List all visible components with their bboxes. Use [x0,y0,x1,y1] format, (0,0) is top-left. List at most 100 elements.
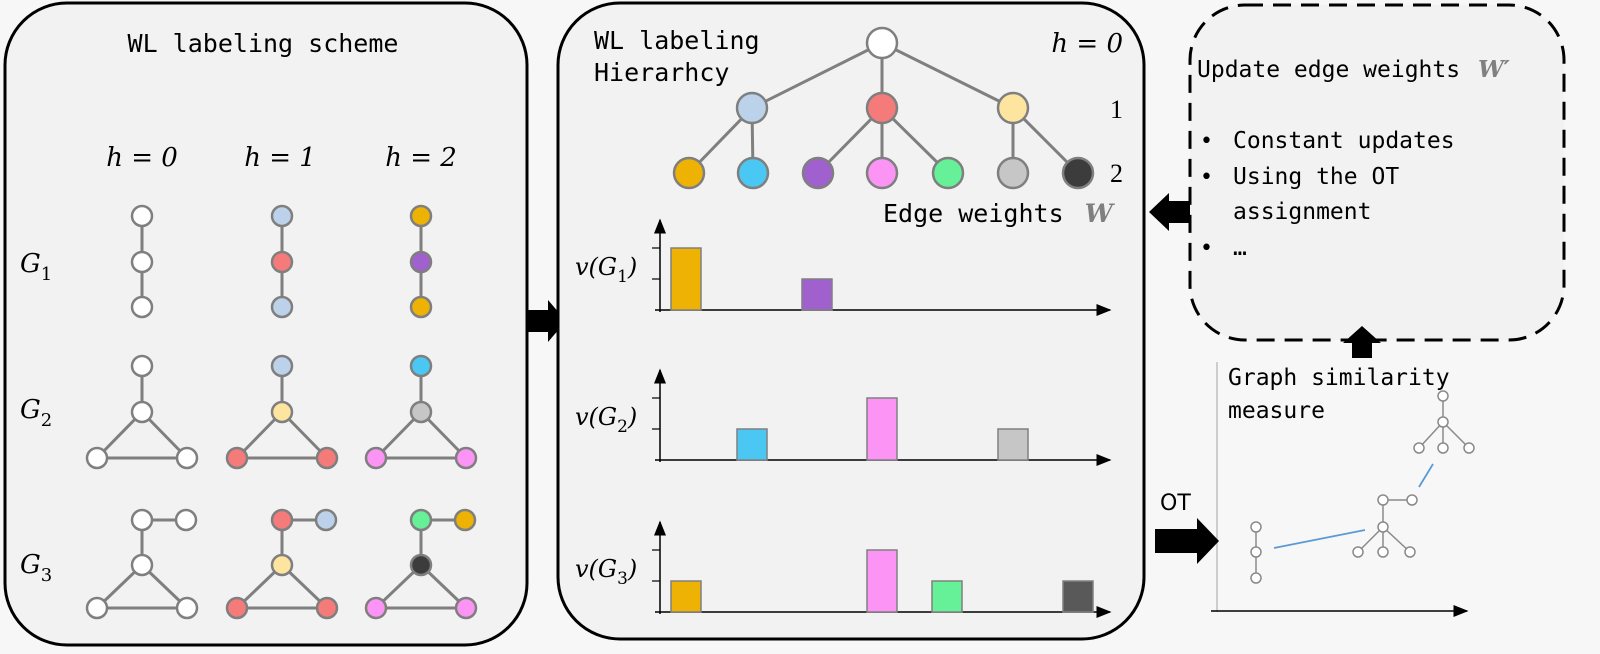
graph-g2-h1 [225,354,339,470]
mini-graph-tree-top [1413,390,1475,454]
similarity-plot: Graph similarity measure [1211,362,1475,617]
graph-node [409,400,433,424]
graph-node [130,400,154,424]
left-panel-border [3,1,529,647]
graph-node [409,354,433,378]
graph-g3-h1 [225,508,339,620]
graph-g1-h1 [270,204,294,319]
arrow-update-to-weights [1149,193,1192,231]
bullet-dot-1: • [1200,129,1213,154]
tree-level2-node [996,156,1030,190]
graph-node [130,250,154,274]
bullet-dot-2: • [1200,165,1213,190]
wl-graph-grid [85,204,478,620]
ot-label: OT [1160,491,1191,516]
graph-node [409,204,433,228]
graph-node [225,446,249,470]
graph-node [175,446,199,470]
chart-ylabel: v(G1) [575,253,637,287]
graph-node [454,596,478,620]
chart-v-g1: v(G1) [575,218,1112,316]
chart-bar-green [931,580,963,613]
chart-bar-dark [1062,580,1094,613]
graph-g2-h0 [85,354,199,470]
graph-g2-h2 [364,354,478,470]
tree-level2-node [865,156,899,190]
bullet-text-2: Using the OT [1233,164,1399,190]
chart-ylabel: v(G3) [575,555,637,589]
graph-node [409,553,433,577]
bullet-text-2b: assignment [1233,199,1371,225]
tree-level2-node [672,156,706,190]
tree-level1-node [865,91,899,125]
similarity-label-line2: measure [1228,398,1325,424]
tree-level2-node [801,156,835,190]
chart-v-g2: v(G2) [575,368,1112,466]
left-panel-title: WL labeling scheme [128,29,399,58]
chart-bar-orange [670,247,702,311]
graph-node [85,446,109,470]
tree-level1-node [735,91,769,125]
chart-bar-gray [997,428,1029,461]
graph-node [174,508,198,532]
tree-edge [881,41,1014,110]
update-weights-title: Update edge weights W′ [1197,56,1510,83]
graph-node [130,354,154,378]
graph-node [130,295,154,319]
tree-level2-node [931,156,965,190]
graph-node [315,596,339,620]
graph-node [270,400,294,424]
row-label-g2: G2 [20,395,52,431]
graph-node [270,354,294,378]
graph-node [130,553,154,577]
graph-node [225,596,249,620]
mini-graph-tree-middle [1352,494,1418,558]
middle-panel: WL labeling Hierarhcy h = 0 1 2 Edge wei… [556,1,1146,641]
graph-node [453,508,477,532]
graph-node [315,446,339,470]
chart-bar-cyan [736,428,768,461]
chart-bar-pink [866,397,898,461]
tree-edge [751,41,883,110]
feature-vector-charts: v(G1) v(G2) v(G3) [575,218,1112,618]
graph-node [364,596,388,620]
bullet-text-3: … [1233,235,1247,261]
bullet-dot-3: • [1200,236,1213,261]
middle-panel-border [556,1,1146,641]
tree-level2-node [736,156,770,190]
level-label-h0: h = 0 [1051,29,1123,59]
graph-node [270,295,294,319]
arrow-left-to-middle [527,300,566,342]
edge-weights-label: Edge weights W [883,199,1116,228]
left-panel: WL labeling scheme h = 0 h = 1 h = 2 G1 … [3,1,529,647]
bullet-text-1: Constant updates [1233,128,1455,154]
tree-level1-node [996,91,1030,125]
graph-node [270,553,294,577]
graph-node [364,446,388,470]
tree-level2-node [1061,156,1095,190]
arrow-similarity-to-update [1343,326,1381,358]
middle-panel-title-line1: WL labeling [594,26,760,55]
graph-node [130,204,154,228]
row-label-g1: G1 [20,249,52,285]
graph-g3-h2 [364,508,478,620]
similarity-label-line1: Graph similarity [1228,365,1450,391]
graph-g1-h0 [130,204,154,319]
chart-bar-purple [801,278,833,311]
similarity-link-2 [1418,463,1434,488]
graph-node [314,508,338,532]
graph-node [270,204,294,228]
graph-g3-h0 [85,508,199,620]
arrow-charts-to-similarity [1155,518,1219,564]
level-label-1: 1 [1110,95,1123,124]
mini-graph-path [1250,521,1262,584]
chart-bar-orange [670,580,702,613]
similarity-link-1 [1273,529,1366,549]
middle-panel-title-line2: Hierarhcy [594,58,729,87]
graph-g1-h2 [409,204,433,319]
tree-root-node [865,26,899,60]
wl-hierarchy-tree [672,26,1095,190]
row-label-g3: G3 [20,550,52,586]
level-label-2: 2 [1110,159,1123,188]
